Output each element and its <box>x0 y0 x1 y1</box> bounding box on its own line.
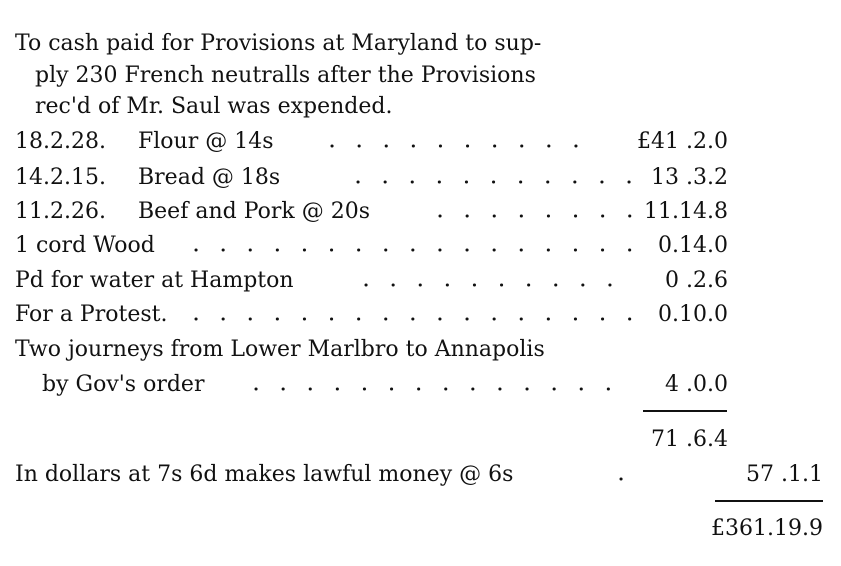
entry-item: Bread @ 18s <box>138 165 280 190</box>
entry-item: Beef and Pork @ 20s <box>138 199 370 224</box>
entry-amount: 0.14.0 <box>658 233 728 258</box>
intro-line: To cash paid for Provisions at Maryland … <box>15 31 541 56</box>
entry-quantity: 18.2.28. <box>15 129 106 154</box>
entry-amount: 0.10.0 <box>658 302 728 327</box>
entry-amount: 11.14.8 <box>644 199 728 224</box>
subtotal: 71 .6.4 <box>651 427 728 452</box>
entry-item: Two journeys from Lower Marlbro to Annap… <box>15 337 545 362</box>
entry-item: 1 cord Wood <box>15 233 155 258</box>
entry-amount: 13 .3.2 <box>651 165 728 190</box>
intro-line: ply 230 French neutralls after the Provi… <box>35 63 536 88</box>
entry-amount: £41 .2.0 <box>637 129 728 154</box>
entry-item: Pd for water at Hampton <box>15 268 294 293</box>
conversion-amount: 57 .1.1 <box>746 462 823 487</box>
total: £361.19.9 <box>711 516 823 541</box>
entry-quantity: 14.2.15. <box>15 165 106 190</box>
entry-amount: 0 .2.6 <box>665 268 728 293</box>
entry-quantity: 11.2.26. <box>15 199 106 224</box>
entry-item-continued: by Gov's order <box>42 372 205 397</box>
conversion-text: In dollars at 7s 6d makes lawful money @… <box>15 462 513 487</box>
intro-line: rec'd of Mr. Saul was expended. <box>35 94 392 119</box>
entry-item: Flour @ 14s <box>138 129 274 154</box>
entry-amount: 4 .0.0 <box>665 372 728 397</box>
entry-item: For a Protest. <box>15 302 167 327</box>
